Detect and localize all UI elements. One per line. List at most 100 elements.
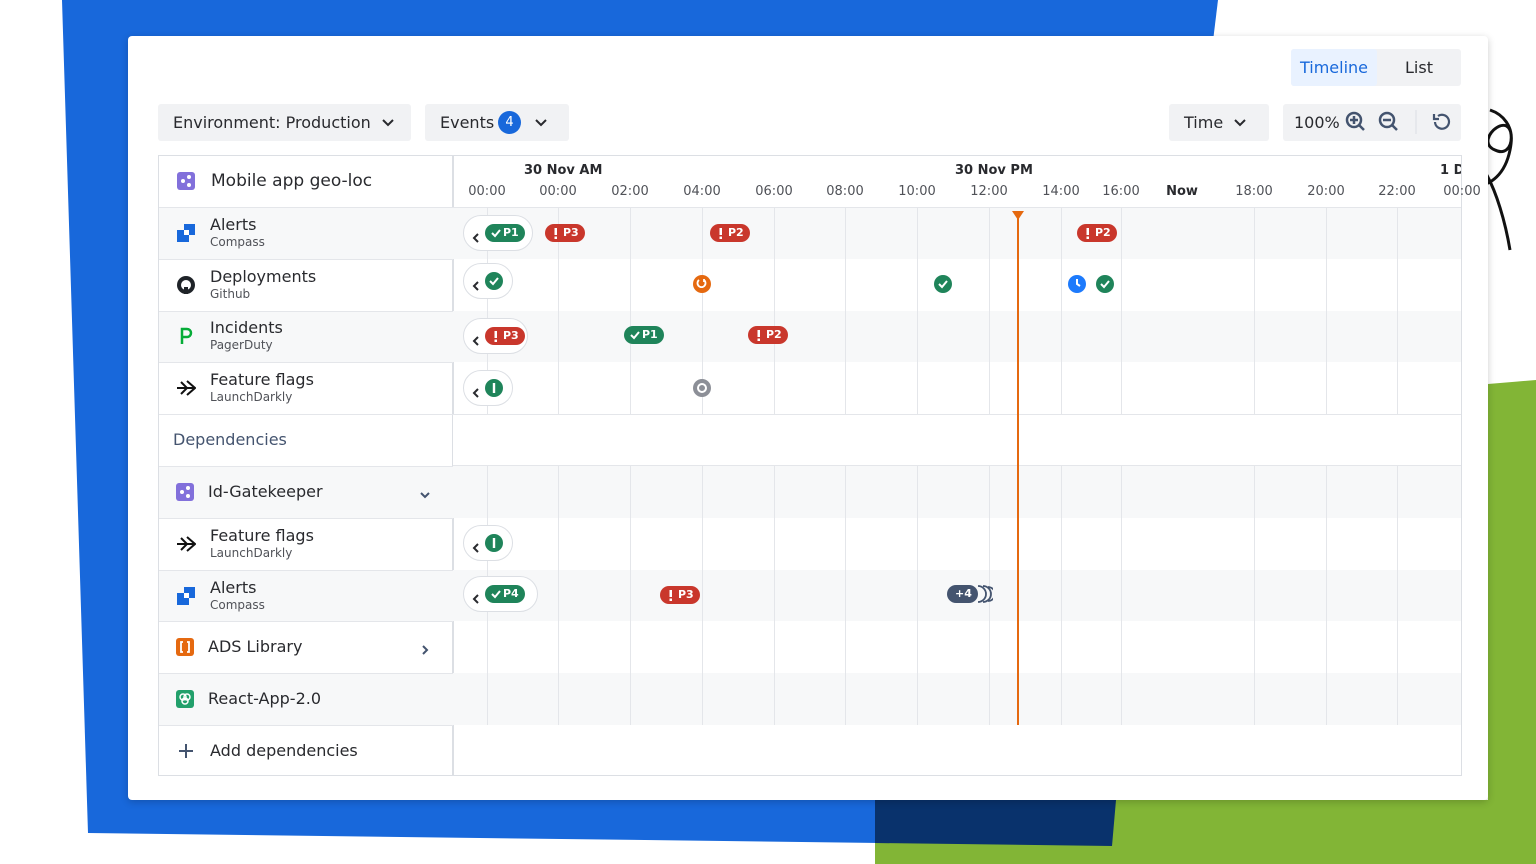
badge-icon	[491, 590, 501, 599]
grid-line	[702, 466, 703, 725]
event-badge[interactable]: P3	[485, 327, 525, 345]
hour-label: 20:00	[1307, 184, 1345, 199]
dep-band	[453, 414, 1461, 466]
source-icon-svg	[177, 276, 195, 294]
event-badge[interactable]: P1	[485, 224, 525, 242]
hour-label: 00:00	[539, 184, 577, 199]
event-badge[interactable]: P2	[1077, 224, 1117, 242]
badge-icon	[630, 331, 640, 340]
time-filter[interactable]: Time	[1169, 104, 1269, 141]
row-line	[159, 311, 453, 312]
now-marker-svg	[1012, 211, 1024, 220]
row-source: LaunchDarkly	[210, 546, 293, 560]
badge-icon	[669, 590, 672, 601]
hour-label: 12:00	[970, 184, 1008, 199]
badge-icon	[719, 228, 722, 239]
timeline-tab[interactable]: Timeline	[1291, 49, 1377, 86]
environment-filter[interactable]: Environment: Production	[158, 104, 411, 141]
service-icon	[176, 171, 196, 191]
dependency-icon	[175, 637, 195, 657]
header-line	[453, 207, 1461, 208]
stack-edge	[975, 584, 996, 604]
event-dot	[484, 271, 504, 291]
events-count: 4	[498, 111, 521, 134]
now-line	[1017, 212, 1019, 725]
grid-line	[630, 208, 631, 414]
zoom-level: 100%	[1294, 113, 1340, 132]
hour-label: 04:00	[683, 184, 721, 199]
event-dot-svg	[485, 272, 503, 290]
event-badge[interactable]: P2	[748, 326, 788, 344]
collapse-arrow-svg	[472, 388, 479, 398]
hour-label: 08:00	[826, 184, 864, 199]
event-dot	[484, 533, 504, 553]
collapse-arrow	[471, 228, 481, 243]
zoom-group: 100%	[1283, 104, 1461, 141]
grid-line	[1121, 208, 1122, 414]
grid-line	[845, 466, 846, 725]
row-line	[159, 518, 453, 519]
service-icon-svg	[177, 172, 195, 190]
row-title: Deployments	[210, 267, 317, 286]
event-dot-svg	[1068, 275, 1086, 293]
navy-shape	[875, 800, 1116, 846]
grid-line	[845, 208, 846, 414]
badge-label: P2	[1095, 226, 1111, 239]
date-label: 30 Nov AM	[524, 163, 603, 178]
row-line	[159, 570, 453, 571]
source-icon	[176, 326, 196, 346]
row-line	[159, 466, 453, 467]
grid-line	[702, 208, 703, 414]
event-badge[interactable]: P1	[624, 326, 664, 344]
time-label: Time	[1184, 113, 1224, 132]
chevron[interactable]	[1234, 119, 1246, 127]
collapse-arrow	[471, 276, 481, 291]
collapse-arrow	[471, 538, 481, 553]
event-badge[interactable]: +4	[947, 585, 978, 603]
dependency-name: ADS Library	[208, 637, 303, 656]
zoom-in[interactable]	[1345, 111, 1363, 129]
source-icon	[176, 275, 196, 295]
grid-line	[774, 466, 775, 725]
source-icon-svg	[177, 380, 197, 396]
grid-line	[917, 466, 918, 725]
source-icon	[176, 534, 197, 554]
badge-label: P1	[503, 226, 519, 239]
event-dot	[933, 274, 953, 294]
hour-label: 06:00	[755, 184, 793, 199]
badge-label: P4	[503, 587, 519, 600]
row-bg	[159, 673, 1461, 725]
event-dot	[1067, 274, 1087, 294]
event-badge[interactable]: P2	[710, 224, 750, 242]
event-dot	[692, 274, 712, 294]
row-title: Feature flags	[210, 370, 314, 389]
event-dot	[484, 378, 504, 398]
zoom-out-glyph	[1383, 118, 1398, 131]
row-line	[159, 259, 453, 260]
grid-line	[917, 208, 918, 414]
source-icon-svg	[177, 536, 197, 552]
hour-label: 00:00	[468, 184, 506, 199]
events-filter[interactable]: Events	[425, 104, 569, 141]
row-title: Feature flags	[210, 526, 314, 545]
event-badge[interactable]: P3	[545, 224, 585, 242]
grid-line	[1326, 208, 1327, 414]
refresh[interactable]	[1430, 110, 1454, 134]
hour-label: 14:00	[1042, 184, 1080, 199]
badge-label: +4	[955, 587, 972, 600]
chevron	[382, 119, 394, 127]
collapse-arrow	[471, 331, 481, 346]
badge-label: P2	[728, 226, 744, 239]
list-tab[interactable]: List	[1405, 58, 1433, 77]
event-badge[interactable]: P4	[485, 585, 525, 603]
grid-line	[1397, 208, 1398, 414]
row-line	[159, 725, 453, 726]
hour-label: 16:00	[1102, 184, 1140, 199]
zoom-out[interactable]	[1378, 111, 1396, 129]
source-icon-svg	[177, 224, 195, 242]
hour-label: 22:00	[1378, 184, 1416, 199]
event-badge[interactable]: P3	[660, 586, 700, 604]
collapse-arrow-svg	[472, 233, 479, 243]
